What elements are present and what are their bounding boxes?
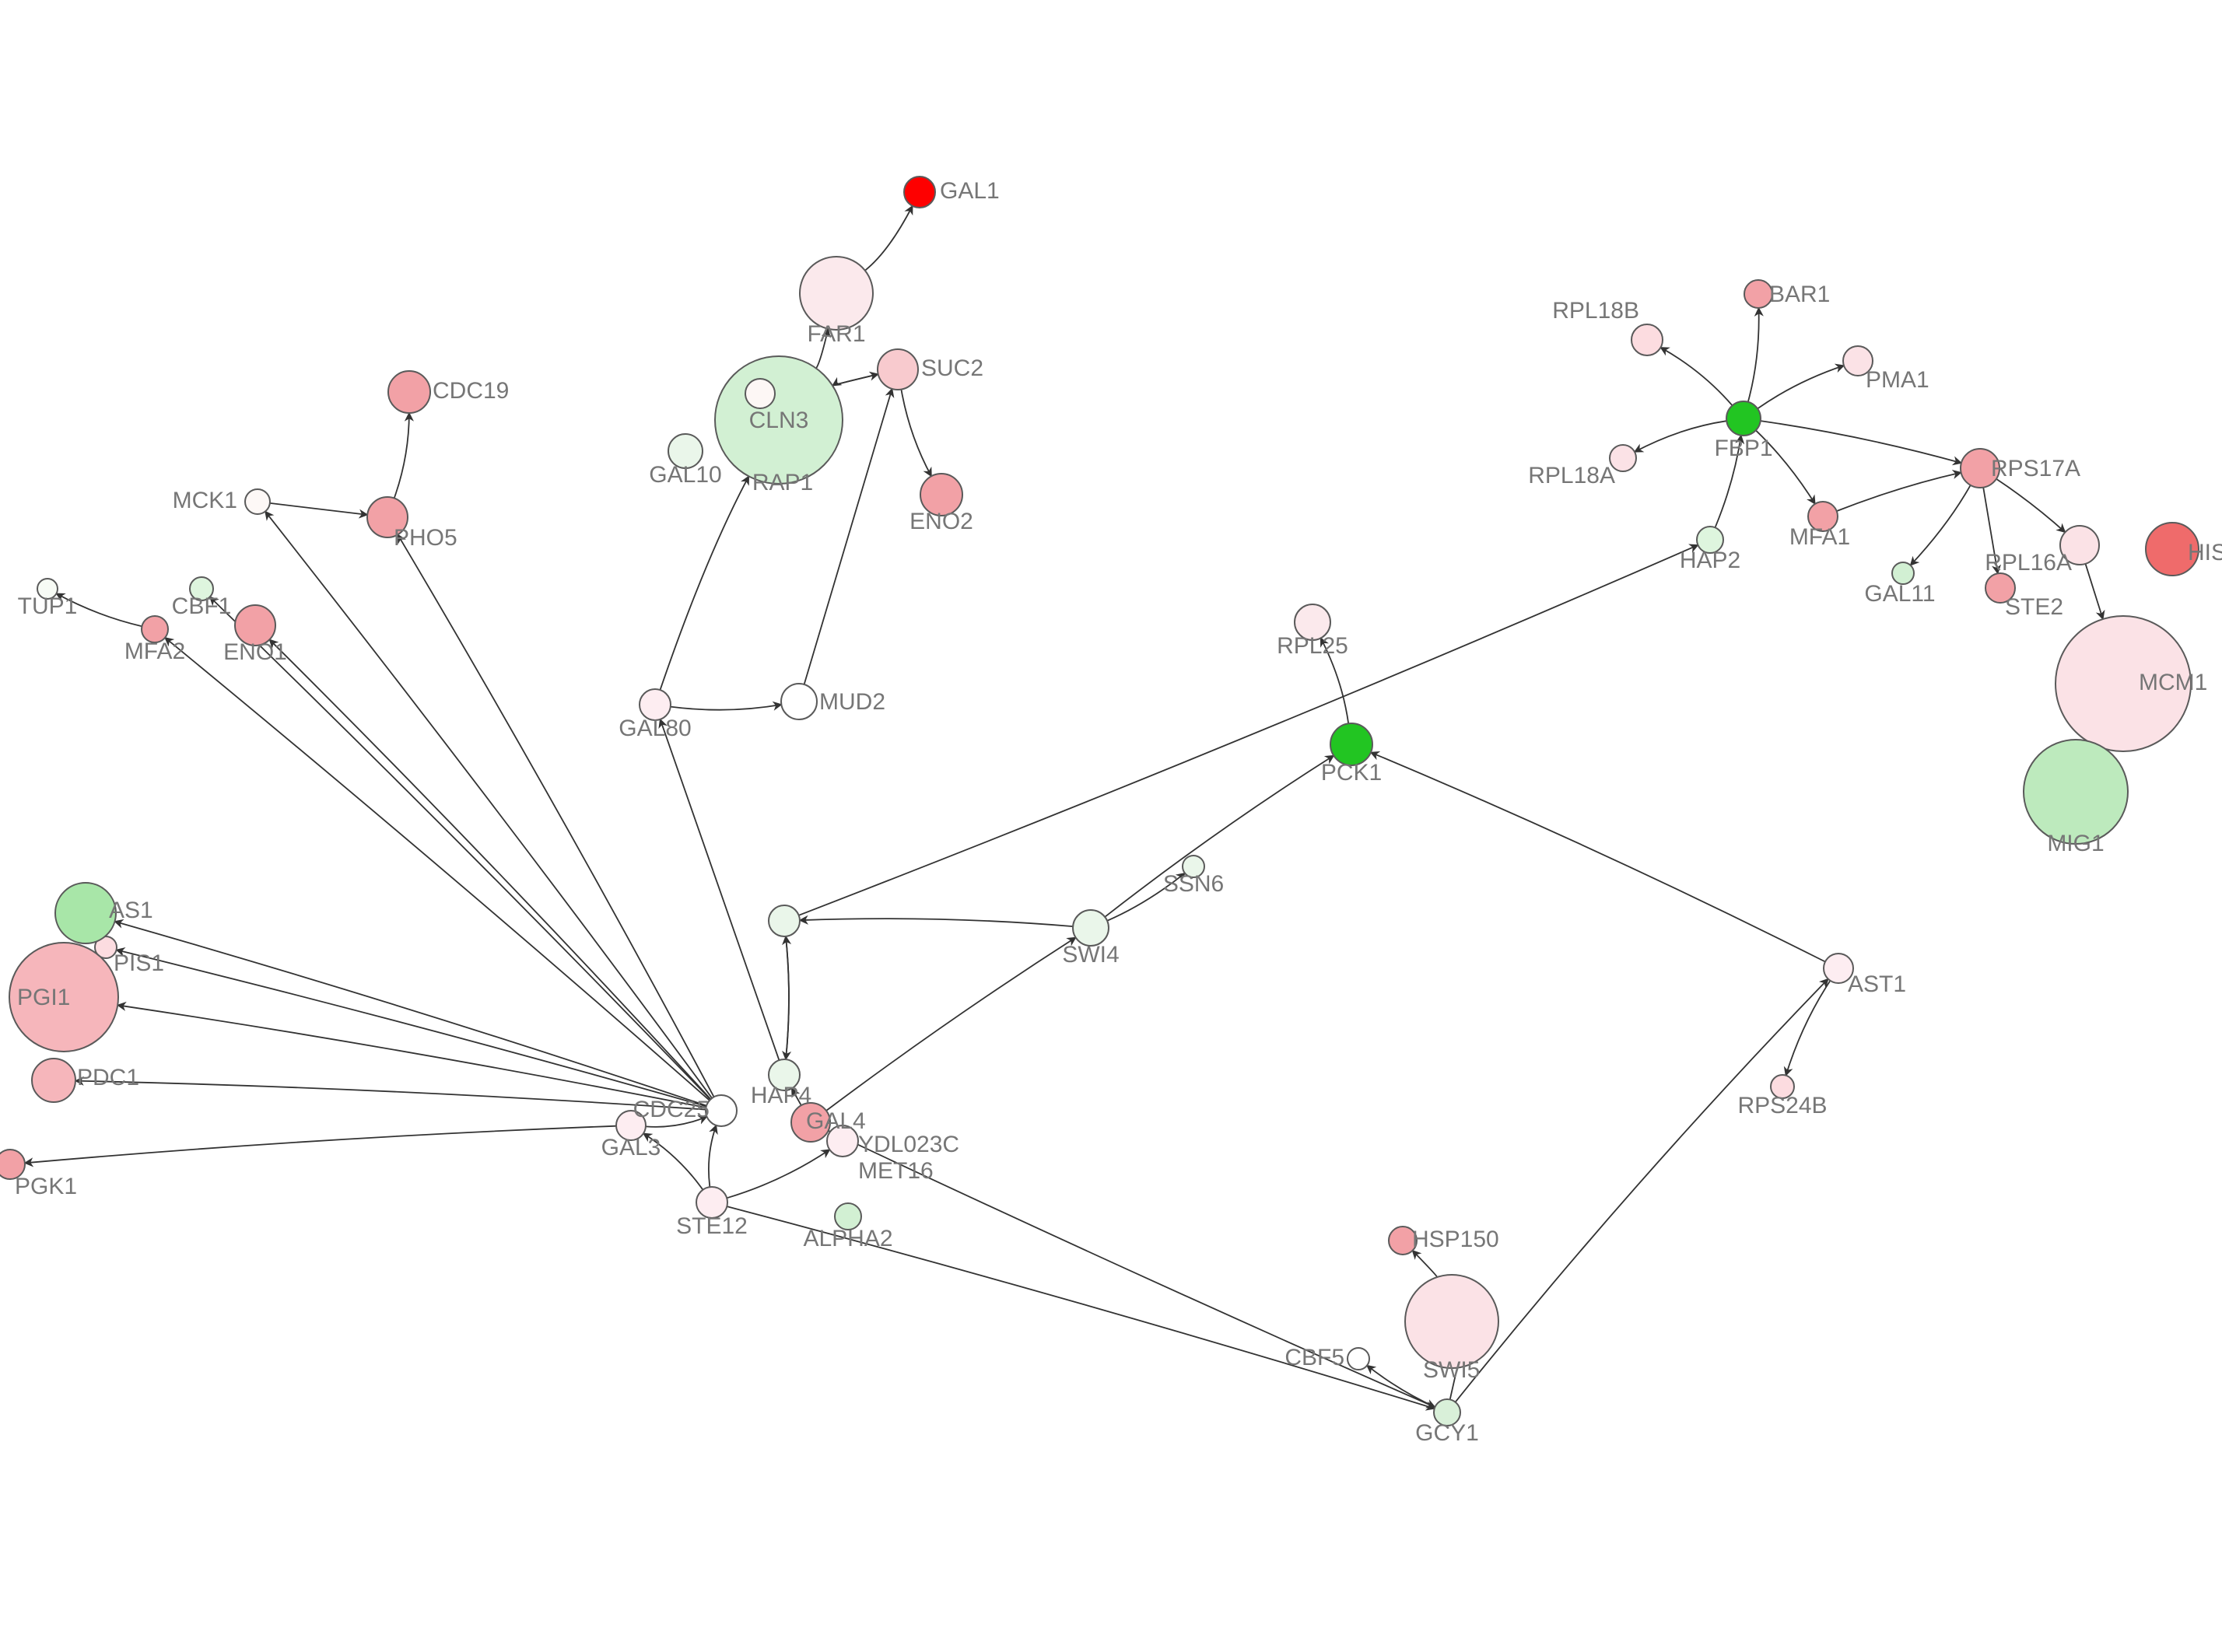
svg-text:PDC1: PDC1 xyxy=(77,1065,139,1090)
svg-text:CBF1: CBF1 xyxy=(172,593,232,619)
svg-text:ENO2: ENO2 xyxy=(909,509,973,534)
svg-text:PIS1: PIS1 xyxy=(114,950,164,976)
svg-text:RAP1: RAP1 xyxy=(752,470,813,495)
svg-text:ALPHA2: ALPHA2 xyxy=(803,1226,892,1251)
svg-text:GAL1: GAL1 xyxy=(940,178,1000,204)
svg-text:MIG1: MIG1 xyxy=(2047,831,2104,856)
svg-text:AS1: AS1 xyxy=(109,898,153,923)
svg-text:CLN3: CLN3 xyxy=(749,408,809,433)
svg-text:GAL10: GAL10 xyxy=(649,462,721,488)
svg-text:PHO5: PHO5 xyxy=(394,525,457,551)
svg-text:PCK1: PCK1 xyxy=(1321,760,1382,786)
svg-text:SUC2: SUC2 xyxy=(921,355,983,381)
svg-text:MCK1: MCK1 xyxy=(173,488,237,513)
svg-text:MFA1: MFA1 xyxy=(1789,524,1850,550)
svg-text:RPS17A: RPS17A xyxy=(1991,456,2080,481)
svg-text:RPS24B: RPS24B xyxy=(1737,1093,1827,1118)
svg-text:GAL80: GAL80 xyxy=(619,716,691,741)
svg-text:FBP1: FBP1 xyxy=(1714,436,1772,461)
svg-text:HIS4: HIS4 xyxy=(2188,540,2222,565)
svg-text:PGI1: PGI1 xyxy=(17,985,70,1010)
svg-text:PGK1: PGK1 xyxy=(15,1174,77,1199)
svg-text:GAL4: GAL4 xyxy=(806,1108,866,1134)
svg-text:HAP4: HAP4 xyxy=(751,1083,811,1108)
svg-text:SWI5: SWI5 xyxy=(1423,1357,1480,1383)
svg-text:RPL18B: RPL18B xyxy=(1552,298,1639,324)
svg-text:RPL18A: RPL18A xyxy=(1528,463,1615,488)
svg-text:PMA1: PMA1 xyxy=(1866,367,1929,393)
svg-text:MCM1: MCM1 xyxy=(2139,670,2207,695)
svg-text:SWI4: SWI4 xyxy=(1062,942,1119,968)
svg-text:RPL16A: RPL16A xyxy=(1985,550,2072,576)
svg-text:GAL3: GAL3 xyxy=(601,1135,661,1160)
svg-text:TUP1: TUP1 xyxy=(18,593,78,619)
svg-text:SSN6: SSN6 xyxy=(1163,871,1224,897)
svg-text:CBF5: CBF5 xyxy=(1284,1345,1344,1370)
svg-text:HSP150: HSP150 xyxy=(1412,1227,1499,1252)
svg-text:CDC25: CDC25 xyxy=(633,1097,710,1122)
svg-text:MUD2: MUD2 xyxy=(819,689,885,715)
svg-text:RPL25: RPL25 xyxy=(1277,633,1348,659)
svg-text:HAP2: HAP2 xyxy=(1680,548,1740,573)
svg-text:MET16: MET16 xyxy=(858,1158,934,1184)
svg-text:STE2: STE2 xyxy=(2005,594,2063,620)
svg-text:YDL023C: YDL023C xyxy=(858,1132,959,1157)
svg-text:FAR1: FAR1 xyxy=(807,321,865,347)
svg-text:ENO1: ENO1 xyxy=(223,639,287,665)
svg-text:AST1: AST1 xyxy=(1848,971,1906,997)
svg-text:STE12: STE12 xyxy=(676,1213,748,1239)
svg-text:GCY1: GCY1 xyxy=(1415,1420,1479,1446)
svg-text:BAR1: BAR1 xyxy=(1769,282,1830,307)
svg-text:CDC19: CDC19 xyxy=(433,378,509,404)
svg-text:MFA2: MFA2 xyxy=(124,639,185,664)
svg-text:GAL11: GAL11 xyxy=(1864,581,1935,607)
